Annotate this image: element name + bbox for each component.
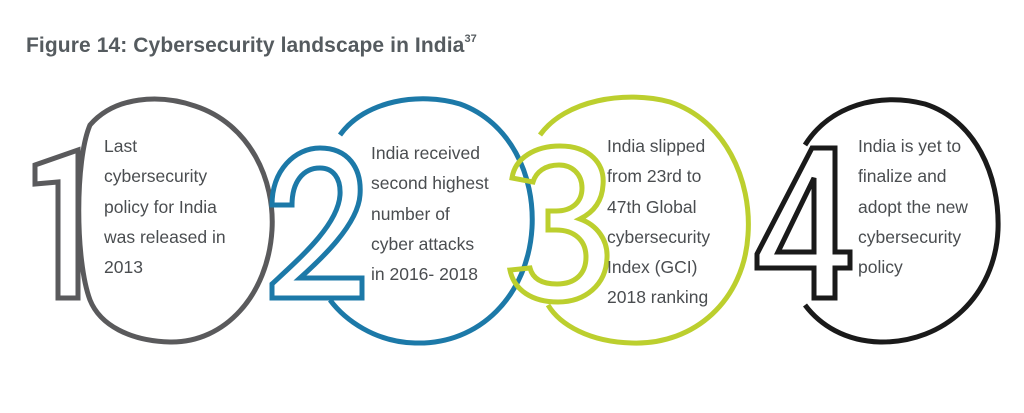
item-4-line-1: India is yet to: [858, 136, 962, 156]
item-1-text: Last cybersecurity policy for India was …: [104, 131, 226, 282]
item-1-line-2: cybersecurity: [104, 166, 208, 187]
item-2-numeral: [269, 145, 365, 301]
item-3-line-6: 2018 ranking: [607, 287, 709, 308]
item-3-line-4: cybersecurity: [607, 226, 711, 247]
figure-footnote-ref: 37: [464, 33, 477, 45]
item-2-graphic: [269, 96, 535, 346]
item-1-line-1: Last: [104, 136, 138, 156]
item-2-line-1: India received: [371, 143, 480, 163]
item-1-line-4: was released in: [104, 226, 226, 247]
item-1-circle: [76, 96, 275, 345]
item-1-line-5: 2013: [104, 257, 143, 278]
item-2-line-3: number of: [371, 203, 450, 224]
item-2-line-2: second highest: [371, 173, 489, 194]
item-2-text: India received second highest number of …: [371, 138, 489, 289]
item-2-line-5: in 2016- 2018: [371, 264, 479, 285]
figure-title: Figure 14: Cybersecurity landscape in In…: [26, 33, 477, 58]
item-3-line-2: from 23rd to: [607, 166, 702, 187]
item-1-numeral: [32, 146, 81, 301]
item-4-line-5: policy: [858, 257, 903, 278]
item-1-line-3: policy for India: [104, 196, 217, 217]
item-2-line-4: cyber attacks: [371, 233, 475, 254]
item-3-graphic: [507, 94, 751, 346]
item-4-line-2: finalize and: [858, 166, 947, 187]
item-4-line-3: adopt the new: [858, 196, 968, 217]
item-4-graphic: [754, 97, 1001, 345]
item-3-line-1: India slipped: [607, 136, 706, 156]
item-3-line-3: 47th Global: [607, 196, 697, 217]
item-4-text: India is yet to finalize and adopt the n…: [858, 131, 968, 282]
item-3-numeral: [507, 143, 610, 305]
item-3-line-5: Index (GCI): [607, 257, 698, 278]
item-4-line-4: cybersecurity: [858, 226, 962, 247]
item-3-text: India slipped from 23rd to 47th Global c…: [607, 131, 710, 313]
item-1-graphic: [32, 96, 275, 345]
item-2-circle: [328, 96, 535, 346]
item-4-numeral: [754, 145, 853, 301]
item-4-circle: [802, 97, 1001, 345]
item-3-circle: [537, 94, 751, 346]
figure-title-text: Figure 14: Cybersecurity landscape in In…: [26, 34, 465, 57]
